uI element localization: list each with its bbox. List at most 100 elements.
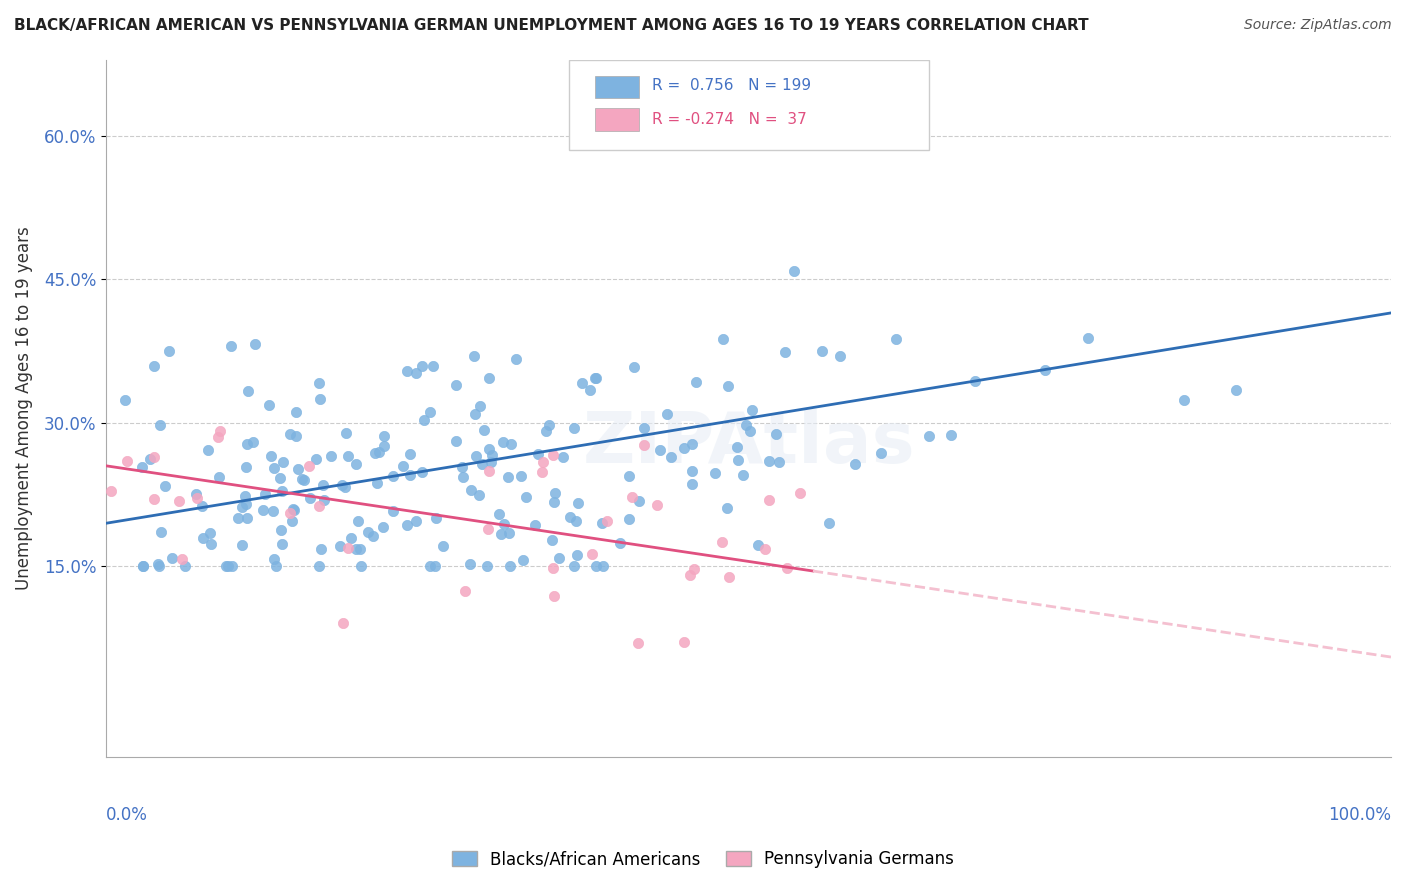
Point bbox=[655, 407, 678, 421]
Point bbox=[411, 359, 433, 373]
Point bbox=[478, 464, 501, 478]
Point bbox=[477, 442, 499, 457]
Point bbox=[673, 635, 696, 649]
Point bbox=[270, 523, 292, 537]
Point bbox=[562, 421, 585, 435]
Point bbox=[1033, 363, 1056, 377]
Point bbox=[776, 561, 799, 575]
Point bbox=[291, 472, 314, 486]
Point bbox=[628, 493, 651, 508]
Point bbox=[392, 458, 415, 473]
Point bbox=[264, 559, 287, 574]
Point bbox=[472, 423, 495, 437]
Point bbox=[531, 465, 554, 479]
Point bbox=[139, 452, 162, 467]
Point bbox=[477, 522, 499, 536]
Point bbox=[207, 430, 229, 444]
Point bbox=[146, 557, 169, 571]
Point bbox=[488, 507, 510, 521]
Point bbox=[463, 349, 485, 363]
Point bbox=[509, 469, 531, 483]
Point bbox=[148, 559, 170, 574]
Point bbox=[200, 537, 222, 551]
Point bbox=[221, 559, 243, 574]
Point bbox=[703, 467, 725, 481]
Point bbox=[284, 405, 307, 419]
Point bbox=[336, 541, 359, 555]
Point bbox=[619, 512, 641, 526]
Point bbox=[115, 454, 138, 468]
Point bbox=[340, 532, 363, 546]
Point bbox=[492, 434, 515, 449]
Point bbox=[478, 371, 501, 385]
Point bbox=[623, 360, 645, 375]
Point bbox=[143, 450, 166, 464]
Point bbox=[571, 376, 593, 390]
Point bbox=[149, 524, 172, 539]
Point bbox=[444, 434, 467, 448]
Point bbox=[349, 542, 371, 557]
Point bbox=[765, 427, 787, 442]
Point bbox=[259, 449, 281, 463]
Point bbox=[489, 527, 512, 541]
Point bbox=[371, 520, 394, 534]
Point bbox=[844, 457, 866, 471]
Point bbox=[432, 539, 454, 553]
Point bbox=[735, 418, 758, 433]
Point bbox=[512, 553, 534, 567]
Point bbox=[499, 559, 522, 574]
Point bbox=[235, 460, 257, 475]
Point bbox=[243, 337, 266, 351]
Point bbox=[451, 470, 474, 484]
Point bbox=[270, 537, 292, 551]
Point bbox=[579, 384, 602, 398]
FancyBboxPatch shape bbox=[595, 109, 640, 131]
Point bbox=[811, 344, 834, 359]
Point bbox=[328, 540, 350, 554]
Point bbox=[475, 559, 498, 574]
Point bbox=[281, 515, 304, 529]
Point bbox=[537, 418, 560, 433]
Point bbox=[567, 496, 589, 510]
Point bbox=[725, 440, 748, 454]
Point bbox=[208, 470, 231, 484]
Point bbox=[278, 507, 301, 521]
Point bbox=[366, 476, 388, 491]
Point bbox=[558, 510, 581, 524]
Point bbox=[941, 428, 963, 442]
Point bbox=[242, 435, 264, 450]
Point bbox=[252, 503, 274, 517]
Point bbox=[551, 450, 574, 465]
Point bbox=[659, 450, 682, 464]
Point bbox=[186, 487, 208, 501]
Point bbox=[308, 559, 330, 574]
Text: BLACK/AFRICAN AMERICAN VS PENNSYLVANIA GERMAN UNEMPLOYMENT AMONG AGES 16 TO 19 Y: BLACK/AFRICAN AMERICAN VS PENNSYLVANIA G… bbox=[14, 18, 1088, 33]
Point bbox=[711, 332, 734, 346]
Point bbox=[364, 446, 387, 460]
Point bbox=[527, 447, 550, 461]
Point bbox=[131, 459, 153, 474]
Point bbox=[262, 504, 284, 518]
Point bbox=[450, 460, 472, 475]
Point bbox=[783, 264, 806, 278]
Point bbox=[620, 490, 643, 504]
Point bbox=[741, 402, 763, 417]
Point bbox=[208, 424, 231, 438]
Point bbox=[270, 483, 292, 498]
Point bbox=[132, 559, 155, 574]
Point bbox=[197, 443, 219, 458]
Point bbox=[673, 441, 696, 455]
Point bbox=[346, 514, 368, 528]
Point bbox=[498, 526, 520, 541]
Point bbox=[131, 559, 153, 574]
Point bbox=[523, 517, 546, 532]
Point bbox=[1173, 392, 1195, 407]
Point bbox=[541, 533, 564, 547]
Point bbox=[298, 458, 321, 473]
Point bbox=[298, 491, 321, 505]
Point bbox=[236, 384, 259, 398]
Point bbox=[768, 455, 790, 469]
Point bbox=[683, 562, 706, 576]
Point bbox=[884, 332, 907, 346]
Point bbox=[373, 440, 395, 454]
